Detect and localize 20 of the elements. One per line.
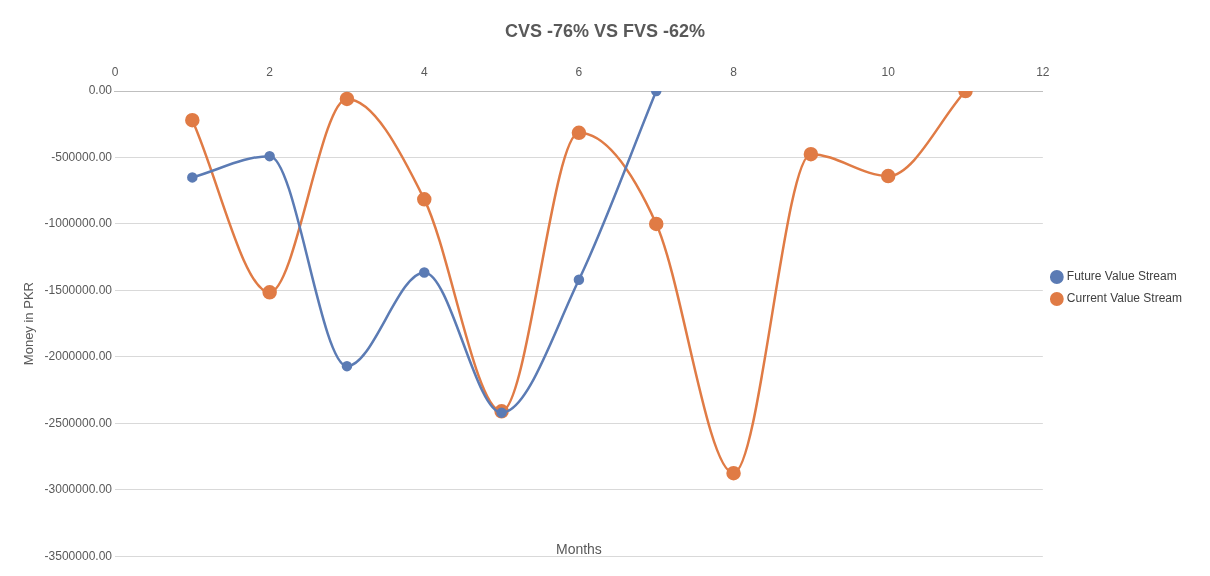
x-tick-label: 2 bbox=[266, 65, 274, 80]
y-tick-label: -2500000.00 bbox=[44, 415, 113, 430]
y-tick-label: -3500000.00 bbox=[44, 548, 113, 563]
legend-label: Future Value Stream bbox=[1066, 269, 1177, 284]
chart-title: CVS -76% VS FVS -62% bbox=[504, 20, 706, 41]
y-tick-label: -500000.00 bbox=[51, 149, 113, 164]
x-tick-label: 8 bbox=[730, 65, 738, 80]
y-axis-title: Money in PKR bbox=[21, 282, 37, 366]
x-tick-label: 4 bbox=[420, 65, 428, 80]
y-tick-label: -2000000.00 bbox=[44, 349, 113, 364]
y-tick-label: -1500000.00 bbox=[44, 282, 113, 297]
x-tick-label: 10 bbox=[881, 65, 896, 80]
x-tick-label: 0 bbox=[111, 65, 119, 80]
x-tick-label: 12 bbox=[1036, 65, 1050, 80]
y-tick-label: -1000000.00 bbox=[44, 216, 113, 231]
x-axis-title: Months bbox=[555, 541, 602, 558]
x-tick-label: 6 bbox=[575, 65, 583, 80]
y-tick-label: -3000000.00 bbox=[44, 482, 113, 497]
y-tick-label: 0.00 bbox=[88, 83, 113, 98]
legend-label: Current Value Stream bbox=[1066, 291, 1183, 306]
